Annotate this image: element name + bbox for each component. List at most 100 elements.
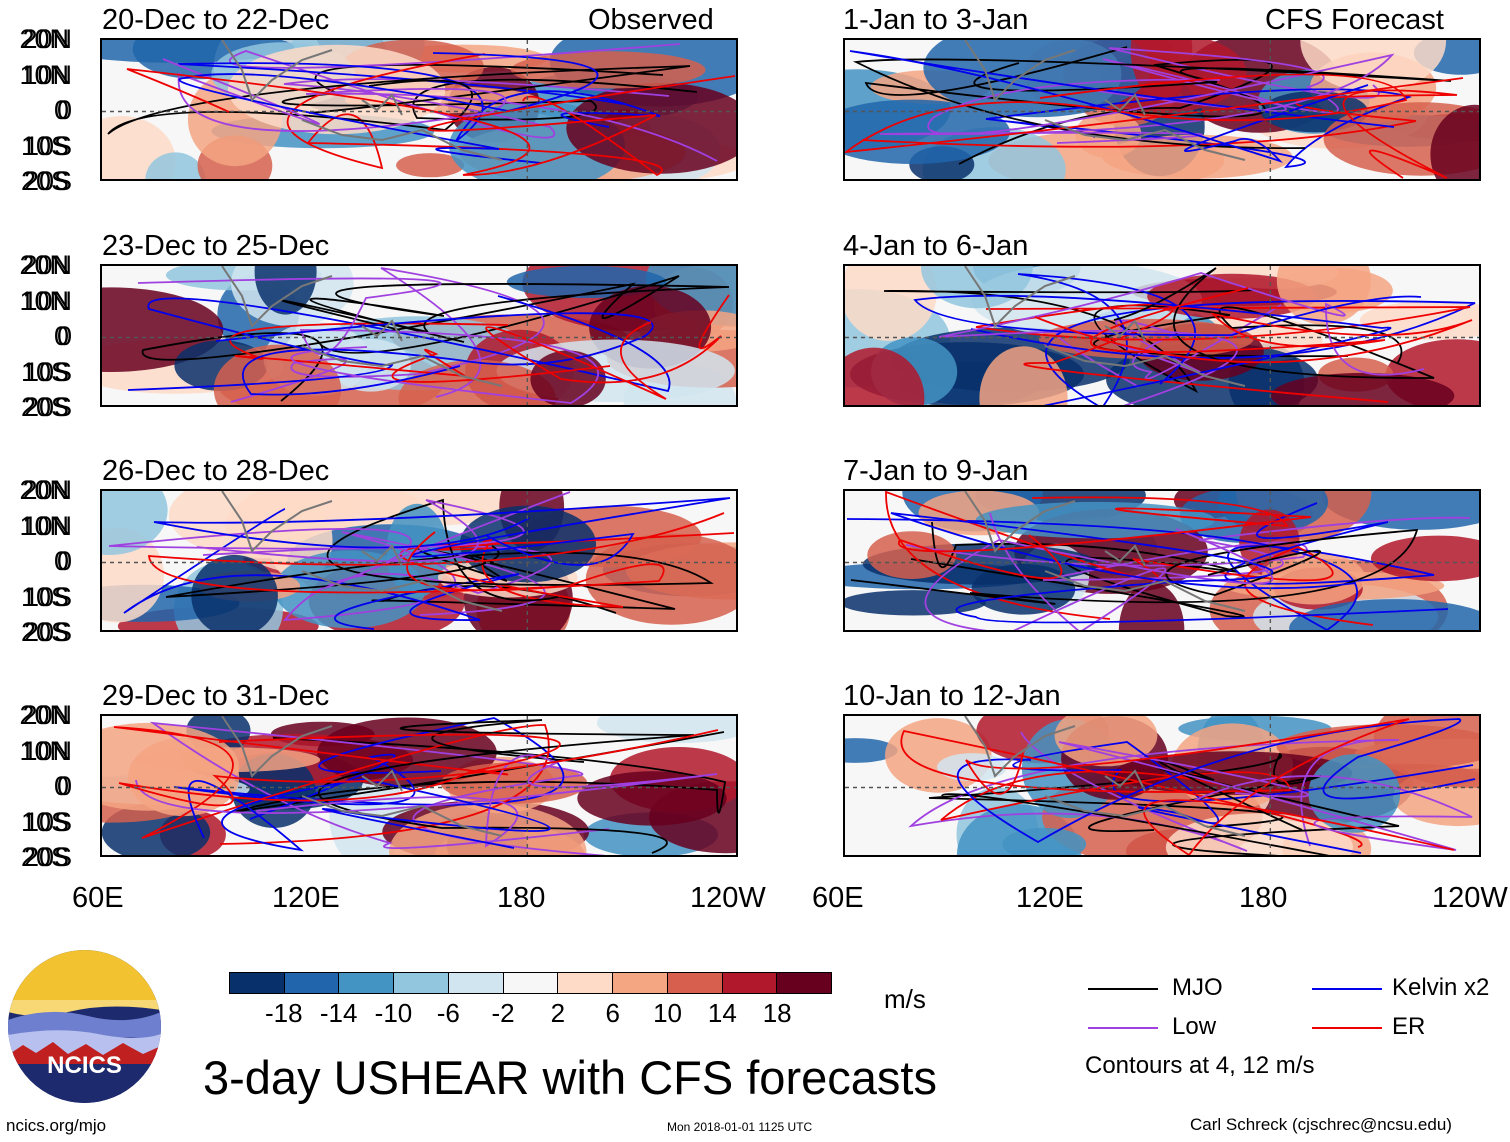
lat-label: 10S	[23, 806, 72, 837]
main-title: 3-day USHEAR with CFS forecasts	[203, 1051, 937, 1104]
ncics-logo: NCICS	[8, 950, 161, 1103]
lat-label: 10S	[23, 581, 72, 612]
lat-label: 10S	[20, 806, 69, 837]
lat-label: 20S	[20, 166, 69, 196]
lat-label: 10N	[19, 510, 69, 541]
colorbar-label: -2	[491, 998, 515, 1028]
lat-label: 10N	[22, 510, 72, 541]
footer-credit: Carl Schreck (cjschrec@ncsu.edu)	[1190, 1115, 1452, 1134]
lon-label-120e-left: 120E	[272, 882, 340, 914]
lat-label: 0	[53, 771, 69, 801]
colorbar-swatch	[558, 973, 614, 993]
legend-label-kelvin: Kelvin x2	[1392, 974, 1490, 1001]
legend-line-kelvin	[1312, 988, 1382, 990]
panel-title: 1-Jan to 3-Jan	[843, 4, 1029, 36]
contours-note: Contours at 4, 12 m/s	[1085, 1052, 1315, 1079]
colorbar-label: 10	[653, 998, 682, 1028]
colorbar-label: 2	[550, 998, 566, 1028]
lat-label: 10N	[19, 285, 69, 316]
colorbar-swatch	[448, 973, 504, 993]
panel-title: 10-Jan to 12-Jan	[843, 680, 1061, 712]
legend-label-mjo: MJO	[1172, 974, 1223, 1001]
observed-panel-3	[100, 489, 738, 632]
panel-title: 4-Jan to 6-Jan	[843, 230, 1029, 262]
shear-map	[843, 38, 1481, 181]
footer-timestamp: Mon 2018-01-01 1125 UTC	[667, 1120, 813, 1134]
lat-label: 20N	[22, 700, 72, 730]
colorbar-swatch	[613, 973, 668, 993]
colorbar-label: 6	[605, 998, 620, 1028]
observed-label: Observed	[588, 4, 714, 36]
legend-label-er: ER	[1392, 1013, 1426, 1040]
lat-label: 0	[56, 321, 72, 351]
colorbar-swatch	[284, 973, 340, 993]
lat-label: 20S	[23, 166, 72, 196]
shear-map	[843, 264, 1481, 407]
lat-label: 20N	[19, 24, 69, 54]
legend-line-low	[1088, 1027, 1158, 1029]
lat-label: 0	[53, 95, 69, 125]
lat-label: 20N	[22, 24, 72, 54]
observed-panel-4	[100, 714, 738, 857]
shear-map	[100, 38, 738, 181]
colorbar-swatch	[339, 973, 395, 993]
colorbar	[229, 972, 832, 994]
lat-label: 10S	[23, 356, 72, 387]
forecast-panel-2	[843, 264, 1481, 407]
lat-label: 20N	[22, 475, 72, 505]
colorbar-swatch	[394, 973, 449, 993]
lon-label-60e-right: 60E	[812, 882, 864, 914]
lat-label: 20N	[19, 700, 69, 730]
colorbar-swatch	[777, 973, 832, 993]
lat-label: 10N	[22, 59, 72, 90]
observed-panel-2	[100, 264, 738, 407]
panel-title: 29-Dec to 31-Dec	[102, 680, 330, 712]
lat-label: 20S	[20, 842, 69, 872]
lat-label: 20S	[23, 617, 72, 647]
lat-label: 0	[56, 771, 72, 801]
panel-title: 20-Dec to 22-Dec	[102, 4, 330, 36]
lat-label: 10N	[19, 735, 69, 766]
colorbar-swatch	[722, 973, 778, 993]
lon-label-120w-right: 120W	[1432, 882, 1508, 914]
lat-label: 20N	[19, 475, 69, 505]
lat-label: 20S	[20, 392, 69, 422]
forecast-panel-1	[843, 38, 1481, 181]
panel-title: 23-Dec to 25-Dec	[102, 230, 330, 262]
lat-label: 0	[53, 546, 69, 576]
shear-map	[843, 489, 1481, 632]
colorbar-units: m/s	[884, 984, 926, 1014]
legend-label-low: Low	[1172, 1013, 1217, 1040]
footer-url[interactable]: ncics.org/mjo	[6, 1116, 107, 1135]
colorbar-swatch	[230, 973, 285, 993]
shear-map	[100, 714, 738, 857]
lat-label: 20S	[20, 617, 69, 647]
lat-label: 20S	[23, 842, 72, 872]
colorbar-label: -10	[374, 998, 413, 1028]
colorbar-label: -14	[319, 998, 358, 1028]
shear-map	[843, 714, 1481, 857]
colorbar-label: -6	[436, 998, 460, 1028]
lat-label: 0	[56, 546, 72, 576]
lat-label: 10N	[19, 59, 69, 90]
forecast-label: CFS Forecast	[1265, 4, 1444, 36]
lat-label: 0	[53, 321, 69, 351]
lat-label: 20N	[19, 250, 69, 280]
panel-title: 7-Jan to 9-Jan	[843, 455, 1029, 487]
lon-label-120w-left: 120W	[690, 882, 766, 914]
forecast-panel-4	[843, 714, 1481, 857]
lon-label-60e-left: 60E	[72, 882, 124, 914]
lat-label: 10S	[20, 356, 69, 387]
lat-label: 10S	[20, 130, 69, 161]
lat-label: 10N	[22, 285, 72, 316]
forecast-panel-3	[843, 489, 1481, 632]
colorbar-swatch	[503, 973, 559, 993]
colorbar-swatch	[667, 973, 723, 993]
lat-label: 10S	[23, 130, 72, 161]
lon-label-180-left: 180	[497, 882, 546, 914]
lat-label: 0	[56, 95, 72, 125]
lat-label: 20S	[23, 392, 72, 422]
shear-map	[100, 489, 738, 632]
lon-label-180-right: 180	[1239, 882, 1288, 914]
colorbar-label: 14	[707, 998, 737, 1028]
